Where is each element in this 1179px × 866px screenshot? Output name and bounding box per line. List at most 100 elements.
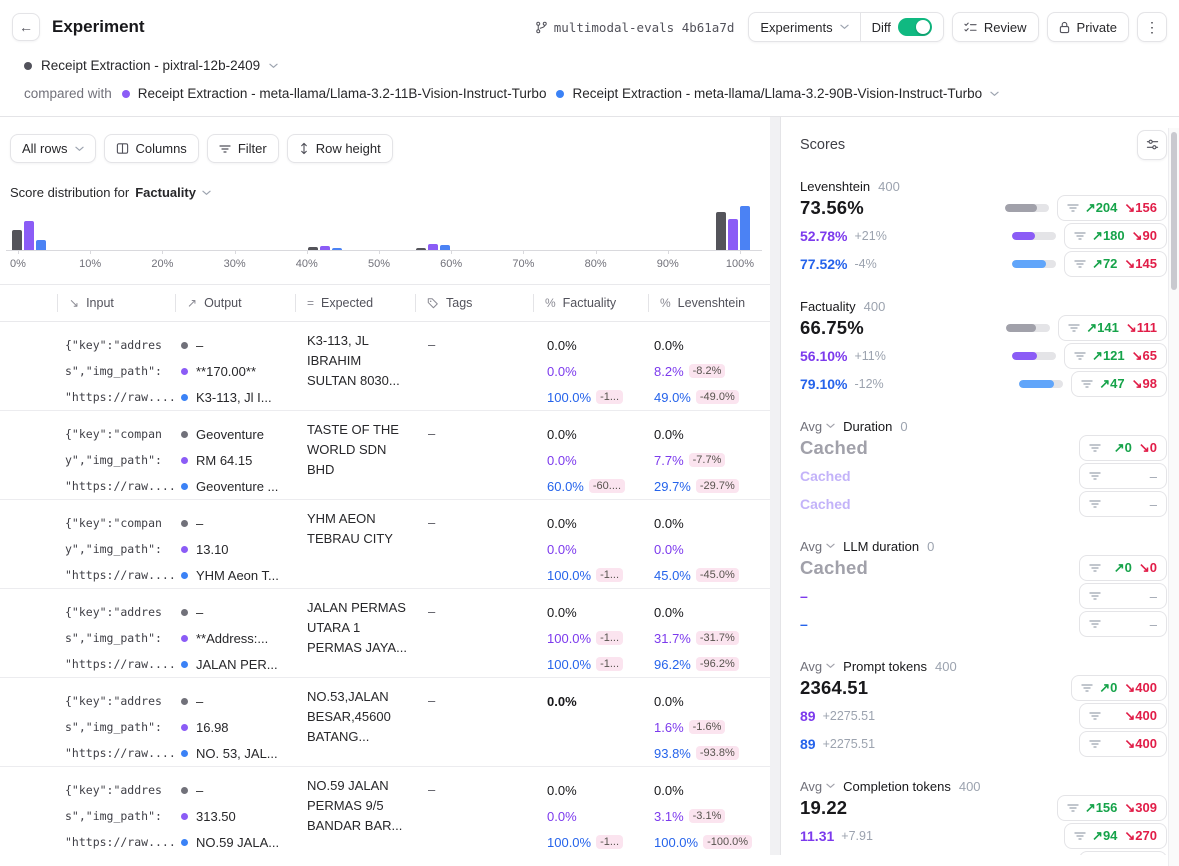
more-menu-button[interactable]: ⋮: [1137, 12, 1167, 42]
filter-badge[interactable]: ↗94 ↘270: [1064, 823, 1167, 849]
tags-cell: –: [415, 500, 533, 588]
expected-text: NO.53,JALAN: [307, 689, 389, 704]
column-header-input[interactable]: ↘ Input: [57, 285, 175, 321]
output-cell: – **Address:... JALAN PER...: [175, 589, 295, 677]
histogram-bar-comparison1[interactable]: [428, 244, 439, 250]
filter-badge[interactable]: –: [1079, 491, 1167, 517]
aggregation-dropdown[interactable]: Avg: [800, 539, 835, 554]
output-line: NO.59 JALA...: [175, 829, 295, 855]
table-row[interactable]: {"key":"addres s","img_path": "https://raw…: [0, 322, 770, 411]
scrollbar-thumb[interactable]: [1171, 132, 1177, 290]
filter-badge[interactable]: ↗0 ↘0: [1079, 555, 1167, 581]
experiments-dropdown-label: Experiments: [760, 19, 833, 35]
axis-tick-label: 80%: [584, 258, 607, 270]
private-button[interactable]: Private: [1046, 12, 1129, 42]
scores-settings-button[interactable]: [1137, 129, 1167, 160]
histogram-bar-comparison1[interactable]: [320, 246, 331, 250]
expected-text: TASTE OF THE: [307, 422, 399, 437]
experiments-dropdown[interactable]: Experiments: [749, 13, 859, 41]
output-line: –: [175, 688, 295, 714]
filter-icon: [1089, 591, 1101, 601]
histogram-bar-comparison1[interactable]: [727, 219, 738, 250]
chevron-down-icon: [826, 783, 835, 789]
filter-badge[interactable]: ↗47 ↘98: [1071, 371, 1167, 397]
tags-text: –: [428, 782, 436, 797]
progress-bar: [1012, 352, 1057, 360]
column-header-output[interactable]: ↗ Output: [175, 285, 295, 321]
primary-experiment-selector[interactable]: Receipt Extraction - pixtral-12b-2409: [24, 58, 1179, 73]
aggregation-dropdown[interactable]: Avg: [800, 659, 835, 674]
diff-toggle[interactable]: [897, 18, 932, 36]
filter-badge[interactable]: ↗0 ↘0: [1079, 435, 1167, 461]
aggregation-dropdown[interactable]: Avg: [800, 419, 835, 434]
filter-badge[interactable]: ↗121 ↘65: [1064, 343, 1167, 369]
empty-value: –: [1149, 468, 1157, 484]
column-header-label: Tags: [446, 296, 473, 310]
badge-values: –: [1150, 497, 1157, 512]
columns-button[interactable]: Columns: [103, 134, 199, 163]
score-line: 96.2% -96.2%: [654, 651, 770, 677]
histogram-bar-base[interactable]: [308, 247, 319, 250]
row-gutter: [0, 767, 57, 855]
histogram-bar-comparison2[interactable]: [739, 206, 750, 250]
metric-row: 56.10% +11% ↗121 ↘65: [800, 342, 1167, 370]
improvements-count: ↗141: [1086, 320, 1119, 335]
filter-button[interactable]: Filter: [206, 134, 279, 163]
histogram-bar-base[interactable]: [416, 248, 427, 250]
factuality-cell: 0.0% 0.0% 60.0% -60....: [533, 411, 648, 499]
filter-badge[interactable]: ↗156 ↘309: [1056, 795, 1167, 821]
score-section-completion-tokens: Avg Completion tokens 400 19.22 ↗156 ↘309 11.3…: [800, 778, 1167, 855]
histogram-bar-base[interactable]: [12, 230, 22, 250]
scores-title: Scores: [800, 136, 846, 153]
histogram-bar-comparison2[interactable]: [332, 248, 343, 250]
column-header-levenshtein[interactable]: % Levenshtein: [648, 285, 770, 321]
comparison-experiment-1[interactable]: Receipt Extraction - meta-llama/Llama-3.…: [121, 86, 546, 101]
column-header-factuality[interactable]: % Factuality: [533, 285, 648, 321]
comparison-experiment-2[interactable]: Receipt Extraction - meta-llama/Llama-3.…: [556, 86, 999, 101]
output-text: Geoventure ...: [196, 478, 279, 494]
filter-badge[interactable]: ↗180 ↘90: [1064, 223, 1167, 249]
filter-badge[interactable]: [1079, 851, 1167, 855]
back-button[interactable]: ←: [12, 13, 40, 41]
all-rows-dropdown[interactable]: All rows: [10, 134, 96, 163]
review-button[interactable]: Review: [951, 12, 1039, 42]
metric-row: Cached ↗0 ↘0: [800, 554, 1167, 582]
metric-count: 400: [935, 658, 957, 674]
score-distribution-selector[interactable]: Score distribution for Factuality: [10, 185, 770, 200]
filter-badge[interactable]: –: [1079, 463, 1167, 489]
filter-badge[interactable]: ↗204 ↘156: [1056, 195, 1167, 221]
metric-count: 400: [863, 298, 886, 314]
filter-badge[interactable]: ↘400: [1079, 731, 1167, 757]
page-scrollbar[interactable]: [1168, 128, 1179, 866]
score-line: 3.1% -3.1%: [654, 803, 770, 829]
column-header-label: Input: [86, 296, 114, 310]
histogram-bar-base[interactable]: [715, 212, 726, 250]
filter-badge[interactable]: –: [1079, 583, 1167, 609]
table-row[interactable]: {"key":"addres s","img_path": "https://raw…: [0, 589, 770, 678]
filter-badge[interactable]: ↗141 ↘111: [1058, 315, 1167, 341]
factuality-cell: 0.0% 100.0% -1... 100.0% -1...: [533, 589, 648, 677]
series-dot: [181, 786, 188, 794]
table-row[interactable]: {"key":"compan y","img_path": "https://raw…: [0, 500, 770, 589]
regressions-count: ↘90: [1131, 228, 1157, 243]
filter-badge[interactable]: ↗72 ↘145: [1064, 251, 1167, 277]
git-info[interactable]: multimodal-evals 4b61a7d: [535, 20, 734, 35]
table-scrollbar[interactable]: [770, 117, 780, 855]
aggregation-dropdown[interactable]: Avg: [800, 779, 835, 794]
row-height-button[interactable]: Row height: [286, 134, 393, 163]
axis-tick: [523, 250, 525, 254]
table-row[interactable]: {"key":"compan y","img_path": "https://raw…: [0, 411, 770, 500]
histogram-bar-comparison2[interactable]: [440, 245, 451, 250]
filter-badge[interactable]: –: [1079, 611, 1167, 637]
score-line: 60.0% -60....: [547, 473, 648, 499]
histogram-bar-comparison1[interactable]: [24, 221, 34, 250]
table-row[interactable]: {"key":"addres s","img_path": "https://raw…: [0, 767, 770, 855]
column-header-expected[interactable]: = Expected: [295, 285, 415, 321]
filter-icon: [1067, 203, 1079, 213]
column-header-tags[interactable]: Tags: [415, 285, 533, 321]
badge-values: ↗141 ↘111: [1086, 320, 1157, 336]
histogram-bar-comparison2[interactable]: [36, 240, 46, 250]
filter-badge[interactable]: ↗0 ↘400: [1071, 675, 1167, 701]
filter-badge[interactable]: ↘400: [1079, 703, 1167, 729]
table-row[interactable]: {"key":"addres s","img_path": "https://raw…: [0, 678, 770, 767]
